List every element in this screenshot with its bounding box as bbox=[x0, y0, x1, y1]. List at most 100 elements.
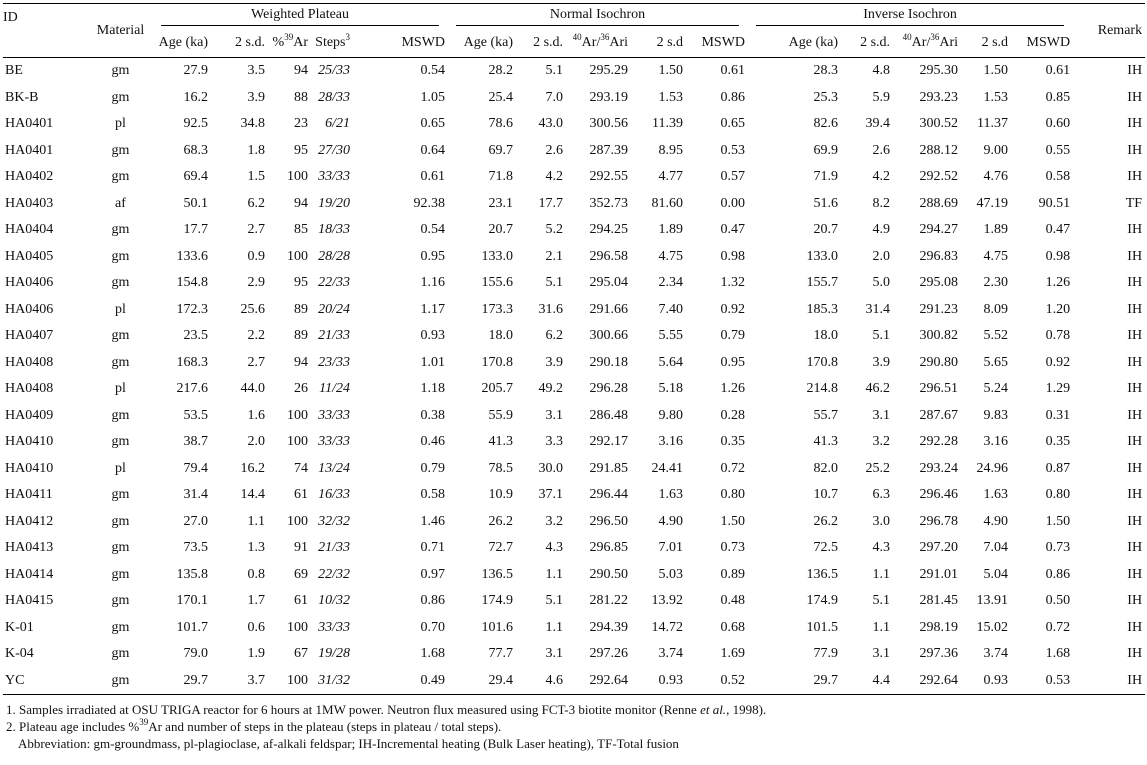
cell: IH bbox=[1127, 63, 1143, 79]
text-segment: 39 bbox=[284, 32, 294, 42]
cell: 100 bbox=[287, 407, 308, 423]
cell: 31.4 bbox=[183, 487, 209, 503]
data-row: YC gm 29.7 3.7 100 31/32 0.49 29.4 4.6 292.64 0.93… bbox=[3, 668, 1145, 695]
cell: 0.98 bbox=[1045, 248, 1071, 264]
cell: 155.6 bbox=[481, 275, 514, 291]
cell: 1.53 bbox=[658, 89, 684, 105]
cell: 24.41 bbox=[651, 460, 684, 476]
cell: 23/33 bbox=[318, 354, 350, 370]
cell: 133.0 bbox=[481, 248, 514, 264]
cell: 38.7 bbox=[183, 434, 209, 450]
text-segment: Age (ka) bbox=[463, 35, 514, 50]
cell: 17.7 bbox=[183, 222, 209, 238]
cell: 290.18 bbox=[589, 354, 629, 370]
cell: 3.2 bbox=[545, 513, 564, 529]
cell: 47.19 bbox=[976, 195, 1009, 211]
cell: 19/20 bbox=[318, 195, 350, 211]
cell: 0.93 bbox=[420, 328, 446, 344]
column-header: Age (ka) bbox=[153, 29, 211, 58]
cell: 294.39 bbox=[589, 619, 629, 635]
cell: 0.61 bbox=[720, 63, 746, 79]
cell: 0.73 bbox=[720, 540, 746, 556]
cell: 3.1 bbox=[545, 407, 564, 423]
cell: 288.12 bbox=[919, 142, 959, 158]
cell: 69 bbox=[294, 566, 308, 582]
results-table: ID Material Weighted Plateau Normal Isochro… bbox=[3, 3, 1146, 695]
cell: 33/33 bbox=[318, 169, 350, 185]
cell: gm bbox=[111, 142, 130, 158]
cell: 5.64 bbox=[658, 354, 684, 370]
cell: pl bbox=[115, 301, 126, 317]
cell: 185.3 bbox=[806, 301, 839, 317]
cell: 0.47 bbox=[720, 222, 746, 238]
cell: 281.45 bbox=[919, 593, 959, 609]
data-row: HA0403 af 50.1 6.2 94 19/20 92.38 23.1 17.7 352.7… bbox=[3, 191, 1145, 218]
data-row: HA0404 gm 17.7 2.7 85 18/33 0.54 20.7 5.2 294.25 1… bbox=[3, 217, 1145, 244]
cell: 0.64 bbox=[420, 142, 446, 158]
cell: 4.6 bbox=[545, 672, 564, 688]
cell: 174.9 bbox=[481, 593, 514, 609]
text-segment: 2 s.d bbox=[656, 35, 684, 50]
data-row: HA0407 gm 23.5 2.2 89 21/33 0.93 18.0 6.2 300.66 5… bbox=[3, 323, 1145, 350]
cell: 43.0 bbox=[538, 116, 564, 132]
cell: 1.1 bbox=[872, 619, 891, 635]
cell: 91 bbox=[294, 540, 308, 556]
cell: 170.8 bbox=[481, 354, 514, 370]
cell: 29.7 bbox=[813, 672, 839, 688]
text-segment: 2 s.d. bbox=[235, 35, 265, 50]
text-segment: Ar bbox=[293, 35, 308, 50]
cell: 5.55 bbox=[658, 328, 684, 344]
cell: 44.0 bbox=[240, 381, 266, 397]
cell: 5.1 bbox=[872, 593, 891, 609]
column-header: 40Ar/36Ari bbox=[893, 29, 961, 58]
text-segment: Ar and number of steps in the plateau (s… bbox=[148, 719, 502, 734]
cell: 100 bbox=[287, 513, 308, 529]
text-segment: MSWD bbox=[701, 35, 746, 50]
cell: 3.9 bbox=[545, 354, 564, 370]
cell: IH bbox=[1127, 407, 1143, 423]
cell: 2.6 bbox=[545, 142, 564, 158]
cell: 16.2 bbox=[183, 89, 209, 105]
cell: 16.2 bbox=[240, 460, 266, 476]
cell: 294.25 bbox=[589, 222, 629, 238]
text-segment: Age (ka) bbox=[158, 35, 208, 50]
text-segment: 36 bbox=[930, 32, 940, 42]
cell: 9.00 bbox=[983, 142, 1009, 158]
cell: 100 bbox=[287, 619, 308, 635]
text-segment: 3 bbox=[345, 32, 351, 42]
cell: 33/33 bbox=[318, 434, 350, 450]
cell: 3.9 bbox=[247, 89, 266, 105]
cell: 15.02 bbox=[976, 619, 1009, 635]
cell: 27/30 bbox=[318, 142, 350, 158]
cell: 170.8 bbox=[806, 354, 839, 370]
data-row: HA0411 gm 31.4 14.4 61 16/33 0.58 10.9 37.1 296.4… bbox=[3, 482, 1145, 509]
cell: 24.96 bbox=[976, 460, 1009, 476]
cell: 25.4 bbox=[488, 89, 514, 105]
cell: 27.0 bbox=[183, 513, 209, 529]
cell: HA0410 bbox=[5, 460, 54, 476]
cell: gm bbox=[111, 566, 130, 582]
cell: 31/32 bbox=[318, 672, 350, 688]
cell: 55.9 bbox=[488, 407, 514, 423]
cell: 39.4 bbox=[865, 116, 891, 132]
cell: 287.67 bbox=[919, 407, 959, 423]
cell: 172.3 bbox=[176, 301, 209, 317]
cell: 300.66 bbox=[589, 328, 629, 344]
cell: 0.35 bbox=[720, 434, 746, 450]
cell: 71.9 bbox=[813, 169, 839, 185]
cell: 300.56 bbox=[589, 116, 629, 132]
cell: gm bbox=[111, 513, 130, 529]
cell: 5.2 bbox=[545, 222, 564, 238]
text-segment: 36 bbox=[600, 32, 610, 42]
cell: 0.71 bbox=[420, 540, 446, 556]
cell: 300.52 bbox=[919, 116, 959, 132]
cell: IH bbox=[1127, 116, 1143, 132]
cell: 0.31 bbox=[1045, 407, 1071, 423]
cell: 72.5 bbox=[813, 540, 839, 556]
cell: 78.5 bbox=[488, 460, 514, 476]
cell: HA0408 bbox=[5, 381, 54, 397]
cell: 174.9 bbox=[806, 593, 839, 609]
cell: 5.1 bbox=[872, 328, 891, 344]
column-header: MSWD bbox=[353, 29, 448, 58]
